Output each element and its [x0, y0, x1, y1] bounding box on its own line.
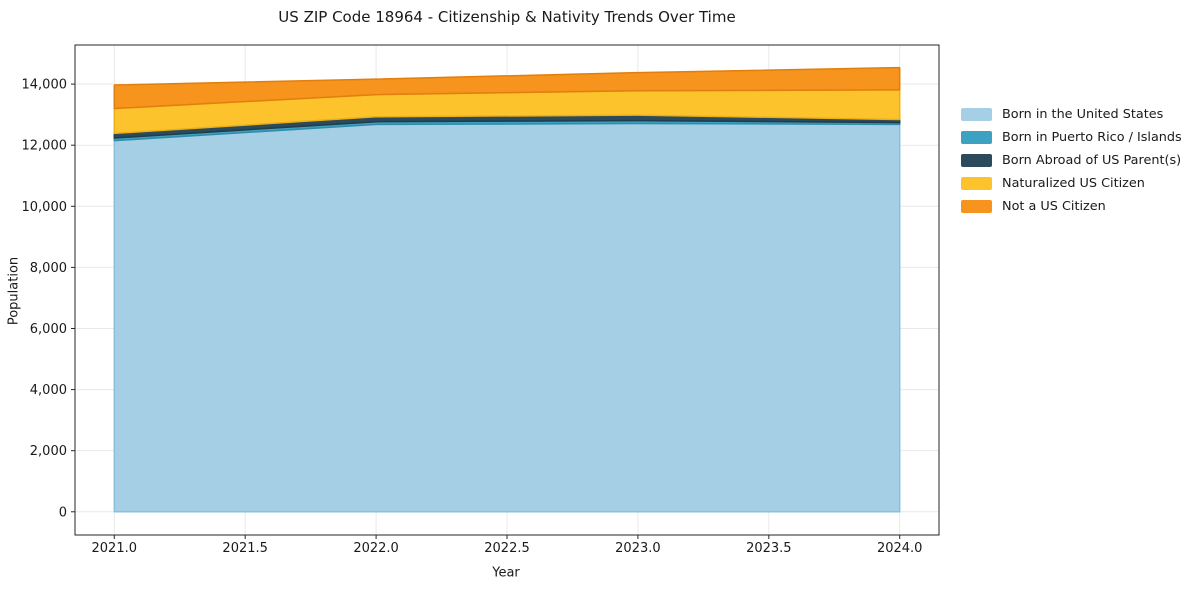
y-tick-label: 10,000 [22, 200, 68, 215]
y-tick-label: 2,000 [30, 444, 67, 459]
legend-swatch [961, 131, 992, 144]
x-tick-label: 2023.5 [746, 541, 792, 556]
legend-item: Born in Puerto Rico / Islands [961, 126, 1182, 149]
legend-swatch [961, 108, 992, 121]
x-axis-label: Year [492, 565, 520, 581]
legend-item: Naturalized US Citizen [961, 172, 1182, 195]
x-tick-label: 2022.0 [353, 541, 399, 556]
area-series [113, 66, 901, 110]
y-tick-label: 8,000 [30, 261, 67, 276]
legend-swatch [961, 154, 992, 167]
x-tick-label: 2021.0 [92, 541, 138, 556]
y-tick-label: 0 [59, 505, 67, 520]
legend-label: Not a US Citizen [1002, 199, 1106, 214]
x-tick-label: 2024.0 [877, 541, 923, 556]
legend-label: Born in Puerto Rico / Islands [1002, 130, 1182, 145]
legend-swatch [961, 200, 992, 213]
x-tick-label: 2023.0 [615, 541, 661, 556]
y-axis-label: Population [6, 256, 22, 326]
legend-label: Naturalized US Citizen [1002, 176, 1145, 191]
x-tick-label: 2022.5 [484, 541, 530, 556]
area-series [113, 122, 901, 513]
legend-item: Born Abroad of US Parent(s) [961, 149, 1182, 172]
legend-item: Born in the United States [961, 103, 1182, 126]
chart-title: US ZIP Code 18964 - Citizenship & Nativi… [278, 8, 736, 26]
y-tick-label: 12,000 [22, 139, 68, 154]
legend-label: Born Abroad of US Parent(s) [1002, 153, 1182, 168]
y-tick-label: 6,000 [30, 322, 67, 337]
x-tick-label: 2021.5 [222, 541, 268, 556]
y-tick-label: 4,000 [30, 383, 67, 398]
legend-swatch [961, 177, 992, 190]
legend-item: Not a US Citizen [961, 195, 1182, 218]
y-tick-label: 14,000 [22, 78, 68, 93]
legend: Born in the United States Born in Puerto … [961, 103, 1182, 218]
legend-label: Born in the United States [1002, 107, 1164, 122]
